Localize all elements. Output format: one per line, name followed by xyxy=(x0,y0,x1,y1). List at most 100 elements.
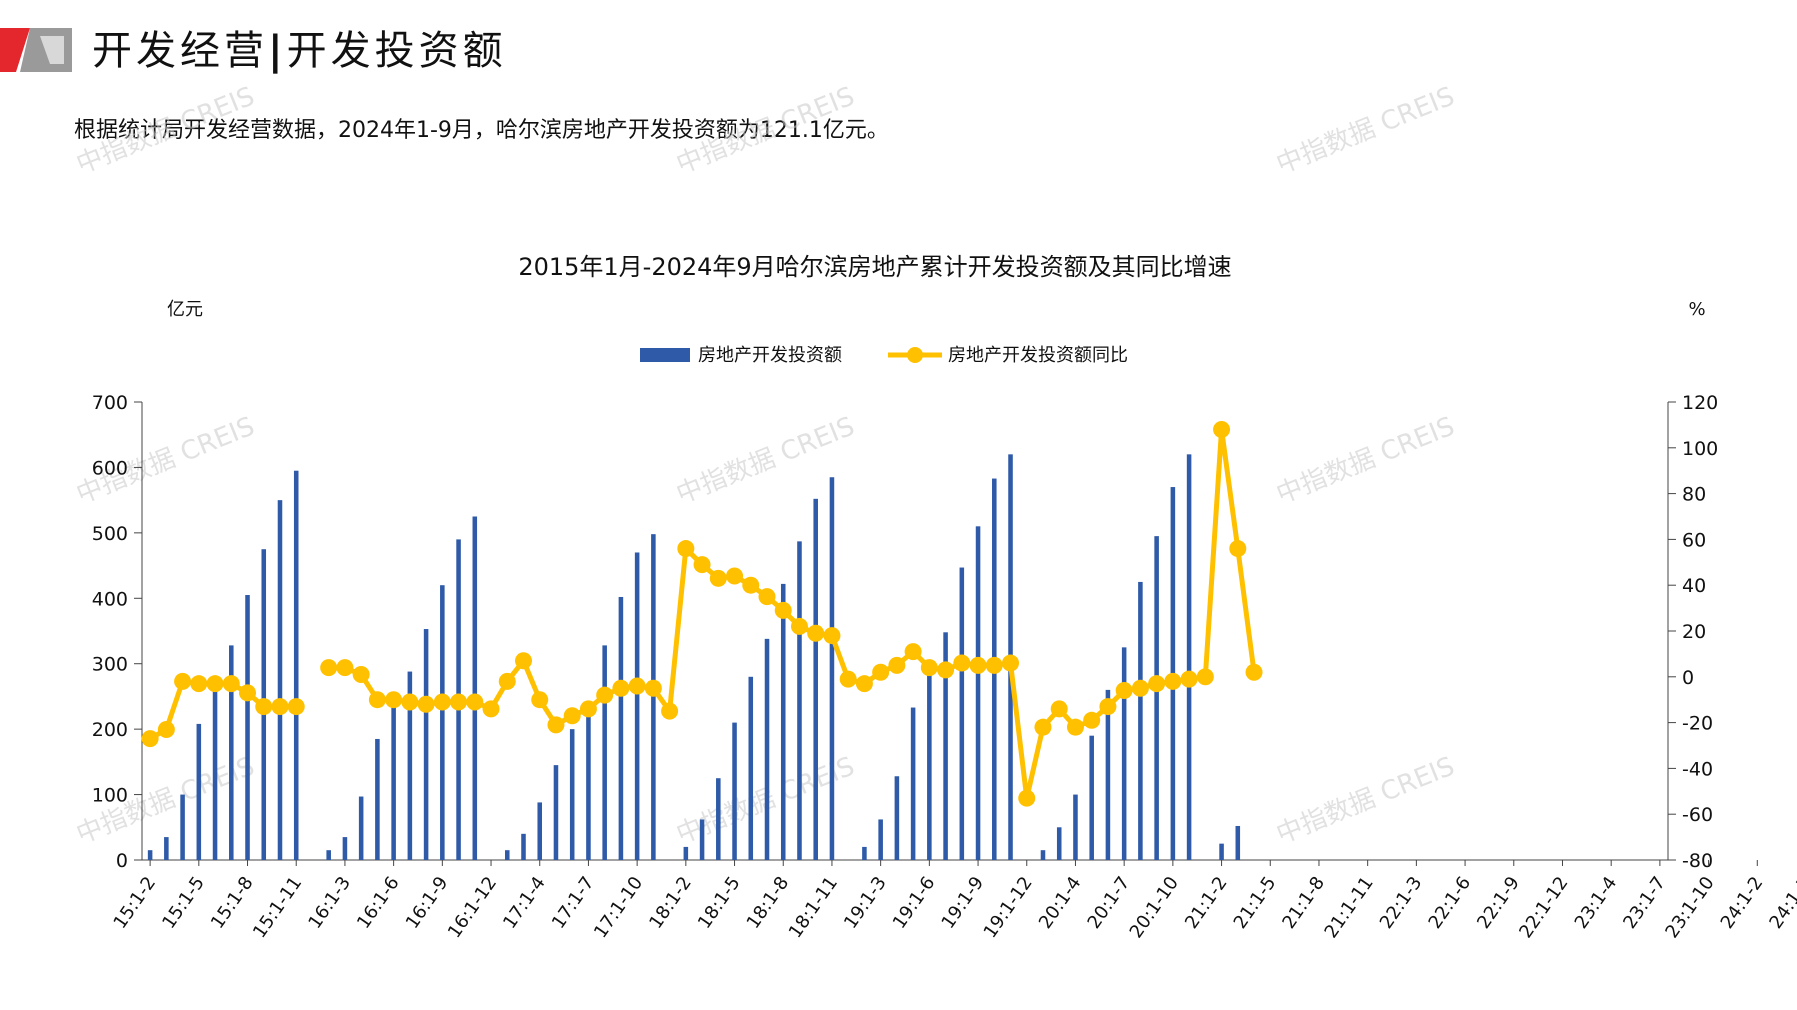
right-tick-label: -40 xyxy=(1682,758,1713,780)
chart-title: 2015年1月-2024年9月哈尔滨房地产累计开发投资额及其同比增速 xyxy=(518,253,1231,281)
right-tick-label: 60 xyxy=(1682,529,1706,551)
legend: 房地产开发投资额 房地产开发投资额同比 xyxy=(640,345,1128,366)
right-tick-label: -60 xyxy=(1682,804,1713,826)
yoy-point xyxy=(1050,700,1068,718)
right-tick-label: 0 xyxy=(1682,667,1694,689)
left-tick-label: 600 xyxy=(92,457,128,479)
yoy-point xyxy=(385,691,403,709)
investment-bar xyxy=(764,638,770,860)
title-left: 开发经营 xyxy=(92,28,268,74)
investment-bar xyxy=(1138,581,1143,860)
yoy-point xyxy=(872,663,890,681)
investment-bar xyxy=(894,776,900,860)
investment-bar xyxy=(1154,536,1159,860)
yoy-point xyxy=(855,675,873,693)
investment-bar xyxy=(358,796,364,860)
investment-bar xyxy=(293,470,299,860)
investment-bar xyxy=(780,583,786,860)
investment-bar xyxy=(829,477,835,860)
investment-bar xyxy=(196,723,202,860)
yoy-point xyxy=(1180,670,1198,688)
investment-bar xyxy=(147,850,153,860)
yoy-point xyxy=(807,624,825,642)
right-tick-label: 40 xyxy=(1682,575,1706,597)
investment-bar xyxy=(164,837,169,860)
x-tick-label: 19:1-9 xyxy=(937,873,988,933)
yoy-point xyxy=(726,567,744,585)
yoy-point xyxy=(287,698,305,716)
yoy-point xyxy=(531,691,549,709)
yoy-point xyxy=(433,693,451,711)
right-tick-label: 100 xyxy=(1682,438,1718,460)
investment-bar xyxy=(862,846,867,860)
investment-bar xyxy=(1105,689,1111,860)
investment-bar xyxy=(407,671,413,860)
x-tick-label: 23:1-4 xyxy=(1571,873,1622,933)
investment-bar xyxy=(391,704,396,860)
x-tick-label: 19:1-3 xyxy=(840,873,891,933)
investment-bar xyxy=(732,722,737,860)
left-tick-label: 100 xyxy=(92,785,128,807)
investment-bar xyxy=(1040,850,1046,860)
yoy-point xyxy=(547,716,565,734)
x-tick-label: 15:1-8 xyxy=(207,873,258,933)
x-tick-label: 18:1-2 xyxy=(645,873,696,933)
x-tick-label: 16:1-12 xyxy=(444,873,501,942)
yoy-point xyxy=(320,659,338,677)
investment-bar xyxy=(651,534,656,860)
yoy-point xyxy=(190,675,208,693)
x-tick-label: 22:1-3 xyxy=(1376,873,1427,933)
x-tick-label: 22:1-6 xyxy=(1424,873,1475,933)
yoy-point xyxy=(1131,679,1149,697)
investment-bar xyxy=(634,552,640,860)
yoy-point xyxy=(1083,711,1101,729)
investment-bar xyxy=(521,833,526,860)
x-tick-label: 21:1-2 xyxy=(1181,873,1232,933)
x-tick-label: 16:1-6 xyxy=(353,873,404,933)
x-tick-label: 23:1-10 xyxy=(1661,873,1718,942)
yoy-point xyxy=(628,677,646,695)
x-tick-label: 23:1-7 xyxy=(1619,873,1670,933)
x-tick-label: 16:1-3 xyxy=(304,873,355,933)
x-tick-label: 21:1-8 xyxy=(1278,873,1329,933)
yoy-point xyxy=(515,652,532,670)
investment-bar xyxy=(504,850,510,860)
right-tick-label: -80 xyxy=(1682,850,1713,872)
legend-line-label: 房地产开发投资额同比 xyxy=(948,345,1128,366)
yoy-point xyxy=(644,679,662,697)
right-tick-label: -20 xyxy=(1682,713,1713,735)
left-tick-label: 0 xyxy=(116,850,128,872)
x-tick-label: 20:1-10 xyxy=(1126,873,1183,942)
investment-bar xyxy=(326,850,331,860)
left-axis-unit: 亿元 xyxy=(167,299,203,320)
legend-bar-swatch xyxy=(640,348,690,362)
yoy-point xyxy=(336,659,354,677)
x-tick-label: 17:1-4 xyxy=(499,873,550,933)
yoy-point xyxy=(1148,675,1166,693)
yoy-point xyxy=(239,684,257,702)
yoy-point xyxy=(758,588,776,606)
yoy-point xyxy=(141,730,159,748)
right-tick-label: 80 xyxy=(1682,484,1706,506)
yoy-point xyxy=(1196,668,1214,686)
yoy-point xyxy=(1115,682,1133,700)
page-title: 开发经营|开发投资额 xyxy=(92,18,507,76)
investment-bar xyxy=(1073,794,1078,860)
right-tick-label: 120 xyxy=(1682,392,1718,414)
investment-bar xyxy=(1219,843,1224,860)
investment-bar xyxy=(1056,827,1062,860)
investment-bar xyxy=(537,802,543,860)
yoy-point xyxy=(1213,420,1231,438)
x-tick-label: 18:1-5 xyxy=(694,873,745,933)
x-tick-label: 18:1-8 xyxy=(743,873,794,933)
yoy-point xyxy=(271,698,289,716)
yoy-point xyxy=(157,720,175,738)
yoy-point xyxy=(677,540,695,558)
x-tick-label: 15:1-2 xyxy=(110,873,161,933)
yoy-point xyxy=(920,659,938,677)
investment-bar xyxy=(813,498,818,860)
yoy-point xyxy=(823,627,841,645)
left-tick-label: 200 xyxy=(92,719,128,741)
yoy-point xyxy=(1018,789,1036,807)
yoy-point xyxy=(937,661,955,679)
